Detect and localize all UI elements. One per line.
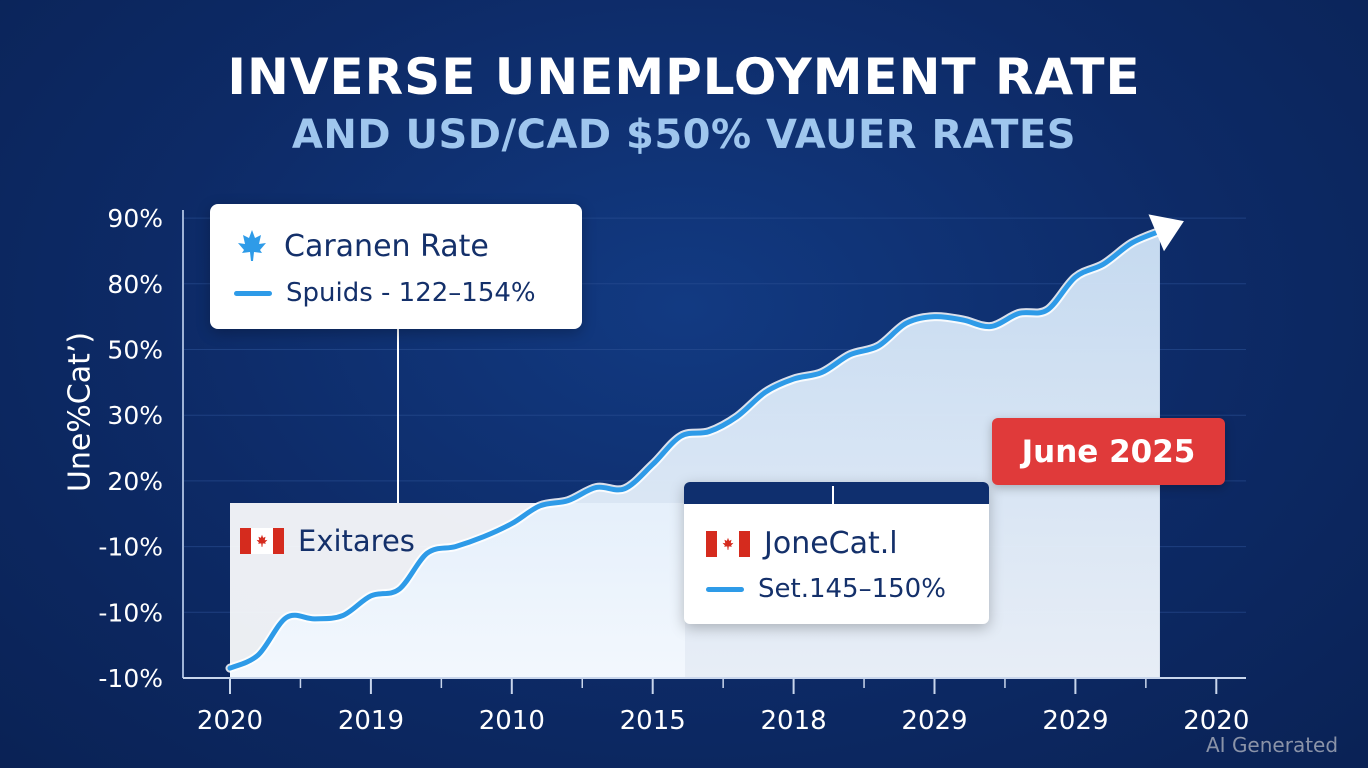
rate-callout-title-row: Caranen Rate <box>234 228 489 264</box>
x-tick-label: 2015 <box>620 706 686 736</box>
y-tick-label: 30% <box>107 401 163 430</box>
x-tick-label: 2018 <box>761 706 827 736</box>
date-badge: June 2025 <box>992 418 1225 485</box>
jone-callout-subtitle-row: Set.145–150% <box>706 574 946 604</box>
jone-callout-title: JoneCat.l <box>764 526 898 561</box>
chart-title: INVERSE UNEMPLOYMENT RATE <box>227 48 1141 106</box>
x-tick-label: 2020 <box>197 706 263 736</box>
x-tick-label: 2019 <box>338 706 404 736</box>
rate-callout-subtitle: Spuids - 122–154% <box>286 278 536 308</box>
y-tick-label: 80% <box>107 270 163 299</box>
jone-callout-subtitle: Set.145–150% <box>758 574 946 604</box>
exitares-label-row: Exitares <box>240 524 415 558</box>
rate-callout-title: Caranen Rate <box>284 228 489 264</box>
x-tick-label: 2010 <box>479 706 545 736</box>
rate-callout: Caranen Rate Spuids - 122–154% <box>210 204 582 329</box>
trend-arrow-icon <box>1148 214 1184 252</box>
jone-callout-header <box>684 482 989 504</box>
rate-callout-subtitle-row: Spuids - 122–154% <box>234 278 536 308</box>
exitares-label: Exitares <box>298 524 415 558</box>
y-tick-label: 50% <box>107 336 163 365</box>
jone-callout: JoneCat.l Set.145–150% <box>684 482 989 624</box>
maple-leaf-icon <box>238 230 266 261</box>
y-tick-label: -10% <box>98 533 163 562</box>
series-line <box>227 228 1163 671</box>
x-tick-label: 2020 <box>1183 706 1249 736</box>
y-tick-label: 20% <box>107 467 163 496</box>
y-axis-title: Une%Cat’) <box>62 331 98 493</box>
y-tick-label: -10% <box>98 598 163 627</box>
series-line-swatch <box>234 290 272 296</box>
watermark: AI Generated <box>1206 733 1339 757</box>
y-tick-label: -10% <box>98 664 163 693</box>
canada-flag-icon <box>240 528 284 554</box>
jone-callout-title-row: JoneCat.l <box>706 526 898 561</box>
canada-flag-icon <box>706 530 750 557</box>
x-tick-label: 2029 <box>901 706 967 736</box>
y-tick-label: 90% <box>107 204 163 233</box>
chart-subtitle: AND USD/CAD $50% VAUER RATES <box>291 112 1077 158</box>
series-line-swatch <box>706 586 744 592</box>
x-tick-label: 2029 <box>1042 706 1108 736</box>
